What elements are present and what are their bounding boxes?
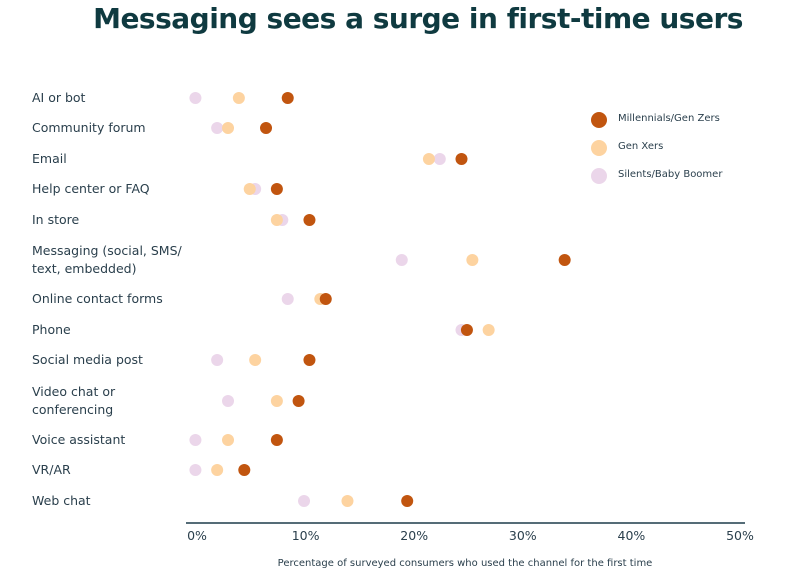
point-silents-baby-boomer-social-media-post: [211, 354, 224, 366]
point-gen-xers-social-media-post: [249, 354, 262, 366]
point-millennials-gen-zers-community-forum: [260, 122, 273, 134]
legend-label-silents-baby-boomer: Silents/Baby Boomer: [618, 169, 723, 180]
category-label-email: Email: [32, 151, 67, 166]
legend-marker-gen-xers: [591, 140, 607, 156]
category-label-vr-ar: VR/AR: [32, 462, 71, 477]
point-gen-xers-messaging-social-sms-text-embedded: [466, 254, 479, 266]
legend-marker-millennials-gen-zers: [591, 112, 607, 128]
category-label-ai-or-bot: AI or bot: [32, 90, 86, 105]
point-gen-xers-ai-or-bot: [232, 92, 245, 104]
category-label-voice-assistant: Voice assistant: [32, 432, 125, 447]
point-silents-baby-boomer-vr-ar: [189, 464, 202, 476]
legend: Millennials/Gen Zers Gen Xers Silents/Baby…: [591, 112, 723, 184]
legend-label-gen-xers: Gen Xers: [618, 141, 663, 152]
x-tick-label-5: 50%: [726, 528, 754, 543]
category-label-help-center-or-faq: Help center or FAQ: [32, 181, 150, 196]
x-tick-label-4: 40%: [618, 528, 646, 543]
point-silents-baby-boomer-email: [433, 153, 446, 165]
category-label-social-media-post: Social media post: [32, 352, 143, 367]
x-tick-label-1: 10%: [292, 528, 320, 543]
point-millennials-gen-zers-email: [455, 153, 468, 165]
category-label-web-chat: Web chat: [32, 493, 91, 508]
point-silents-baby-boomer-ai-or-bot: [189, 92, 202, 104]
point-millennials-gen-zers-web-chat: [401, 495, 414, 507]
data-points: [189, 92, 571, 507]
point-gen-xers-community-forum: [222, 122, 235, 134]
category-label-video-chat-or-conferencing: conferencing: [32, 402, 113, 417]
point-millennials-gen-zers-ai-or-bot: [281, 92, 294, 104]
x-tick-label-2: 20%: [400, 528, 428, 543]
point-gen-xers-phone: [482, 324, 495, 336]
point-millennials-gen-zers-online-contact-forms: [319, 293, 332, 305]
x-axis-title: Percentage of surveyed consumers who use…: [278, 558, 653, 569]
point-millennials-gen-zers-social-media-post: [303, 354, 316, 366]
point-millennials-gen-zers-voice-assistant: [270, 434, 283, 446]
point-millennials-gen-zers-video-chat-or-conferencing: [292, 395, 305, 407]
point-silents-baby-boomer-messaging-social-sms-text-embedded: [395, 254, 408, 266]
x-tick-label-3: 30%: [509, 528, 537, 543]
point-silents-baby-boomer-online-contact-forms: [281, 293, 294, 305]
point-gen-xers-video-chat-or-conferencing: [270, 395, 283, 407]
point-gen-xers-voice-assistant: [222, 434, 235, 446]
point-silents-baby-boomer-web-chat: [298, 495, 311, 507]
category-label-video-chat-or-conferencing: Video chat or: [32, 384, 116, 399]
point-millennials-gen-zers-help-center-or-faq: [270, 183, 283, 195]
legend-label-millennials-gen-zers: Millennials/Gen Zers: [618, 113, 720, 124]
category-label-online-contact-forms: Online contact forms: [32, 291, 163, 306]
category-label-messaging-social-sms-text-embedded: text, embedded): [32, 261, 136, 276]
category-label-phone: Phone: [32, 322, 71, 337]
x-tick-label-0: 0%: [187, 528, 207, 543]
point-gen-xers-in-store: [270, 214, 283, 226]
category-labels: AI or bot Community forum Email Help center…: [32, 90, 183, 508]
point-silents-baby-boomer-voice-assistant: [189, 434, 202, 446]
category-label-community-forum: Community forum: [32, 120, 146, 135]
point-gen-xers-email: [422, 153, 435, 165]
point-gen-xers-help-center-or-faq: [243, 183, 256, 195]
point-silents-baby-boomer-community-forum: [211, 122, 224, 134]
point-millennials-gen-zers-in-store: [303, 214, 316, 226]
x-axis: 0% 10% 20% 30% 40% 50% Percentage of surveyed …: [186, 522, 754, 569]
point-millennials-gen-zers-phone: [460, 324, 473, 336]
point-millennials-gen-zers-vr-ar: [238, 464, 251, 476]
point-millennials-gen-zers-messaging-social-sms-text-embedded: [558, 254, 571, 266]
point-gen-xers-vr-ar: [211, 464, 224, 476]
point-silents-baby-boomer-video-chat-or-conferencing: [222, 395, 235, 407]
category-label-in-store: In store: [32, 212, 80, 227]
point-gen-xers-web-chat: [341, 495, 354, 507]
chart-title: Messaging sees a surge in first-time use…: [93, 2, 743, 35]
legend-marker-silents-baby-boomer: [591, 168, 607, 184]
category-label-messaging-social-sms-text-embedded: Messaging (social, SMS/: [32, 243, 183, 258]
